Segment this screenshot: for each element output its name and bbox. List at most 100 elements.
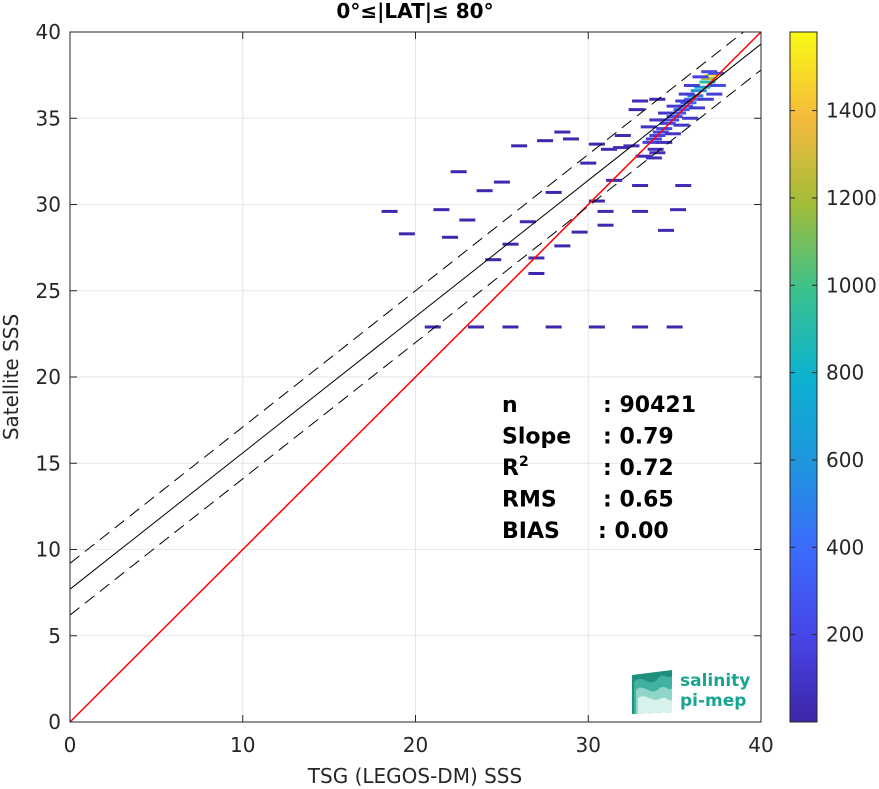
stat-value-rms: : 0.65	[603, 488, 674, 513]
density-point	[467, 325, 484, 329]
density-point	[381, 209, 398, 213]
density-point	[450, 170, 467, 174]
density-point	[597, 223, 614, 227]
y-tick-label: 35	[36, 106, 61, 130]
density-point	[580, 161, 597, 165]
x-tick-labels: 0 10 20 30 40	[64, 733, 774, 757]
logo-line1: salinity	[680, 671, 750, 691]
colorbar-tick-label: 1400	[826, 99, 877, 123]
chart-title: 0°≤|LAT|≤ 80°	[336, 0, 493, 23]
stat-value-r: : 0.72	[603, 456, 674, 481]
colorbar-tick-label: 200	[826, 623, 864, 647]
y-tick-label: 5	[48, 624, 61, 648]
logo-line2: pi-mep	[680, 691, 746, 711]
stat-label-bias: BIAS	[502, 519, 560, 544]
density-point	[701, 70, 718, 74]
density-point	[649, 151, 666, 155]
density-point	[476, 189, 493, 193]
density-point	[628, 108, 645, 112]
density-point	[676, 104, 693, 108]
density-point	[645, 156, 662, 160]
density-point	[708, 71, 725, 75]
stat-value-bias: : 0.00	[598, 519, 669, 544]
x-tick-label: 0	[64, 733, 77, 757]
density-point	[528, 272, 545, 275]
density-point	[659, 121, 676, 125]
density-point	[678, 92, 695, 96]
density-point	[588, 199, 605, 203]
density-point	[682, 116, 699, 120]
density-point	[554, 130, 571, 134]
density-point	[709, 83, 726, 87]
wave-icon	[632, 670, 672, 714]
density-point	[635, 154, 652, 158]
x-tick-label: 40	[748, 733, 773, 757]
x-axis-label: TSG (LEGOS-DM) SSS	[307, 764, 522, 788]
density-point	[663, 118, 680, 122]
density-point	[675, 184, 692, 188]
density-point	[600, 147, 617, 151]
y-tick-label: 10	[36, 538, 61, 562]
salinity-pi-mep-logo: salinity pi-mep	[632, 670, 750, 714]
density-point	[673, 108, 690, 112]
density-point	[606, 178, 623, 182]
density-point	[442, 235, 459, 239]
density-point	[511, 144, 528, 148]
y-tick-label: 0	[48, 710, 61, 734]
density-point	[680, 101, 697, 105]
y-tick-label: 30	[36, 193, 61, 217]
colorbar-tick-label: 600	[826, 448, 864, 472]
density-point	[632, 209, 649, 213]
regression-lines	[70, 32, 761, 722]
x-tick-label: 30	[576, 733, 601, 757]
density-point	[706, 92, 723, 96]
stat-value-n: : 90421	[603, 393, 696, 418]
density-point	[433, 208, 450, 212]
density-point	[554, 244, 571, 248]
density-point	[613, 146, 630, 150]
density-point	[657, 228, 674, 232]
density-point	[502, 242, 519, 246]
density-point	[649, 97, 666, 101]
density-point	[485, 258, 502, 262]
density-point	[588, 325, 605, 329]
y-axis-label: Satellite SSS	[0, 314, 23, 440]
density-point	[670, 208, 687, 212]
density-point	[699, 80, 716, 84]
density-point	[545, 190, 562, 194]
density-point	[683, 97, 700, 101]
density-point	[502, 325, 519, 329]
x-tick-label: 10	[230, 733, 255, 757]
fit-lower-line	[70, 69, 761, 616]
colorbar-tick-label: 800	[826, 361, 864, 385]
density-point	[537, 139, 554, 143]
density-point	[701, 77, 718, 81]
density-point	[632, 325, 649, 329]
density-point	[632, 184, 649, 188]
stat-value-slope: : 0.79	[603, 425, 674, 450]
density-point	[656, 140, 673, 144]
density-point	[562, 137, 579, 141]
density-point	[690, 89, 707, 93]
y-tick-label: 40	[36, 20, 61, 44]
colorbar	[789, 31, 818, 723]
colorbar-tick-label: 1000	[826, 273, 877, 297]
density-point	[597, 209, 614, 213]
density-point	[689, 106, 706, 110]
density-point	[398, 232, 415, 236]
y-tick-label: 15	[36, 451, 61, 475]
density-point	[664, 132, 681, 136]
density-point	[545, 325, 562, 329]
x-tick-label: 20	[403, 733, 428, 757]
density-point	[459, 218, 476, 222]
fit-line	[70, 43, 761, 590]
stat-label-r: R2	[502, 454, 529, 481]
density-point	[670, 111, 687, 115]
density-point	[571, 230, 588, 234]
fit-upper-line	[70, 32, 745, 564]
density-point	[666, 104, 683, 108]
density-point	[424, 325, 441, 329]
density-point	[704, 73, 721, 77]
density-point	[588, 142, 605, 146]
